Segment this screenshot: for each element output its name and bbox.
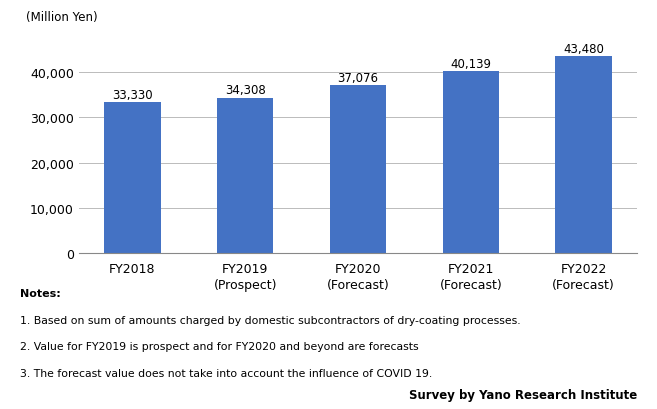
Text: 33,330: 33,330 xyxy=(112,88,152,101)
Text: 34,308: 34,308 xyxy=(225,84,265,97)
Text: (Million Yen): (Million Yen) xyxy=(26,11,97,24)
Bar xyxy=(330,86,386,254)
Text: 1. Based on sum of amounts charged by domestic subcontractors of dry-coating pro: 1. Based on sum of amounts charged by do… xyxy=(20,315,520,325)
Bar xyxy=(217,99,273,254)
Text: 37,076: 37,076 xyxy=(338,71,378,84)
Text: Notes:: Notes: xyxy=(20,288,60,298)
Text: 3. The forecast value does not take into account the influence of COVID 19.: 3. The forecast value does not take into… xyxy=(20,368,432,378)
Bar xyxy=(556,57,612,254)
Text: 43,480: 43,480 xyxy=(563,43,604,55)
Bar xyxy=(104,103,160,254)
Bar xyxy=(443,72,499,254)
Text: Survey by Yano Research Institute: Survey by Yano Research Institute xyxy=(409,388,637,401)
Text: 40,139: 40,139 xyxy=(451,58,491,70)
Text: 2. Value for FY2019 is prospect and for FY2020 and beyond are forecasts: 2. Value for FY2019 is prospect and for … xyxy=(20,342,419,351)
